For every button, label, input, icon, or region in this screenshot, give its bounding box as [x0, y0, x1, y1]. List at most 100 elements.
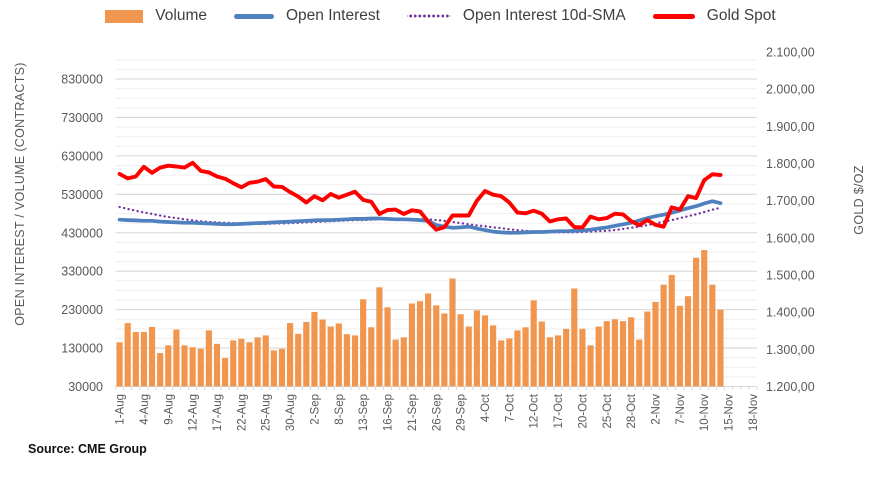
right-axis-title: GOLD $/OZ — [852, 165, 866, 235]
volume-bar — [408, 303, 415, 387]
right-axis-tick-label: 1.500,00 — [766, 269, 815, 283]
volume-bar — [148, 326, 156, 387]
volume-swatch-icon — [105, 9, 144, 23]
volume-bar — [278, 348, 286, 387]
x-axis-tick-label: 13-Sep — [358, 394, 370, 431]
right-axis-tick-label: 1.900,00 — [766, 120, 815, 134]
volume-bar — [181, 345, 188, 387]
volume-bar — [286, 323, 294, 387]
volume-bar — [514, 330, 521, 387]
volume-bar — [693, 257, 700, 387]
x-axis-tick-label: 12-Oct — [529, 393, 541, 428]
volume-bar — [213, 343, 221, 387]
volume-bar — [360, 299, 367, 387]
left-axis-tick-label: 530000 — [61, 188, 103, 202]
legend-label: Gold Spot — [706, 7, 776, 24]
legend-item-gold-spot: Gold Spot — [652, 7, 776, 25]
left-axis-tick-label: 430000 — [61, 226, 103, 240]
x-axis-tick-label: 7-Oct — [504, 393, 516, 422]
volume-bar — [717, 309, 724, 387]
volume-bar — [603, 321, 610, 387]
volume-bar — [433, 305, 440, 387]
volume-bar — [132, 331, 139, 387]
volume-bar — [343, 334, 351, 387]
volume-bar — [351, 335, 359, 387]
gold-spot-swatch-icon — [652, 13, 695, 19]
x-axis-tick-label: 10-Nov — [699, 394, 711, 431]
volume-bar — [554, 335, 562, 387]
x-axis-tick-label: 25-Aug — [261, 394, 273, 431]
volume-bar — [652, 301, 659, 387]
volume-bar — [701, 250, 708, 387]
volume-bar — [563, 328, 570, 387]
volume-bar — [473, 310, 480, 387]
open-interest-swatch-icon — [234, 13, 274, 19]
volume-bar — [668, 275, 675, 387]
volume-bar — [457, 314, 464, 387]
volume-bar — [140, 331, 148, 387]
volume-bar — [522, 327, 529, 387]
volume-bar — [376, 287, 383, 387]
left-axis-tick-label: 330000 — [61, 265, 103, 279]
right-axis-tick-label: 1.300,00 — [766, 343, 815, 357]
x-axis-tick-label: 25-Oct — [602, 393, 614, 428]
x-axis-tick-label: 9-Aug — [163, 394, 175, 425]
gold-spot-line — [117, 160, 723, 232]
right-axis-tick-label: 1.700,00 — [766, 194, 815, 208]
volume-bar — [506, 338, 513, 387]
volume-bar — [311, 311, 318, 387]
x-axis-tick-label: 20-Oct — [577, 393, 589, 428]
volume-bar — [587, 345, 594, 387]
x-axis-tick-label: 2-Nov — [650, 394, 662, 425]
volume-bar — [238, 338, 245, 387]
x-axis-tick-label: 12-Aug — [188, 394, 200, 431]
volume-bar — [400, 337, 407, 387]
volume-bar — [490, 325, 497, 387]
volume-bar — [262, 335, 269, 387]
left-axis-tick-label: 830000 — [61, 73, 103, 87]
x-axis-tick-label: 29-Sep — [456, 394, 468, 431]
volume-bar — [498, 340, 505, 387]
x-axis-tick-label: 22-Aug — [236, 394, 248, 431]
legend-item-oi-sma: Open Interest 10d-SMA — [406, 7, 626, 25]
x-axis-tick-label: 2-Sep — [309, 394, 321, 425]
volume-bar — [449, 278, 456, 387]
volume-bar — [205, 330, 212, 387]
volume-bar — [327, 326, 334, 387]
oi-sma-swatch-icon — [406, 14, 451, 18]
legend-label: Open Interest — [286, 7, 380, 24]
right-axis-tick-label: 1.200,00 — [766, 380, 815, 394]
volume-bar — [189, 347, 196, 387]
volume-bar — [319, 319, 326, 387]
volume-bar — [538, 321, 545, 387]
volume-bar — [303, 321, 310, 387]
volume-bar — [222, 358, 229, 387]
x-axis-tick-label: 15-Nov — [724, 394, 736, 431]
volume-bar — [270, 350, 277, 387]
open-interest-line — [117, 199, 723, 235]
volume-bar — [425, 293, 432, 387]
volume-bar — [392, 339, 399, 387]
right-axis-tick-label: 1.600,00 — [766, 231, 815, 245]
volume-bar — [368, 327, 375, 387]
x-axis-tick-label: 1-Aug — [115, 394, 127, 425]
x-axis-tick-label: 4-Oct — [480, 393, 492, 422]
legend-item-open-interest: Open Interest — [234, 7, 380, 25]
x-axis-tick-label: 17-Oct — [553, 393, 565, 428]
right-axis-tick-label: 1.400,00 — [766, 306, 815, 320]
x-axis-tick-label: 7-Nov — [675, 394, 687, 425]
left-axis-tick-label: 730000 — [61, 111, 103, 125]
volume-bar — [571, 288, 578, 387]
legend-label: Open Interest 10d-SMA — [462, 7, 626, 24]
volume-bar — [611, 319, 618, 387]
volume-bar — [619, 321, 627, 387]
volume-bar — [709, 284, 716, 387]
volume-bar — [246, 342, 253, 387]
volume-bar — [124, 323, 131, 387]
right-axis-tick-label: 2.100,00 — [766, 46, 815, 60]
x-axis-tick-label: 26-Sep — [431, 394, 443, 431]
volume-bar — [465, 326, 472, 387]
volume-bar — [335, 323, 342, 387]
right-axis-tick-label: 1.800,00 — [766, 157, 815, 171]
